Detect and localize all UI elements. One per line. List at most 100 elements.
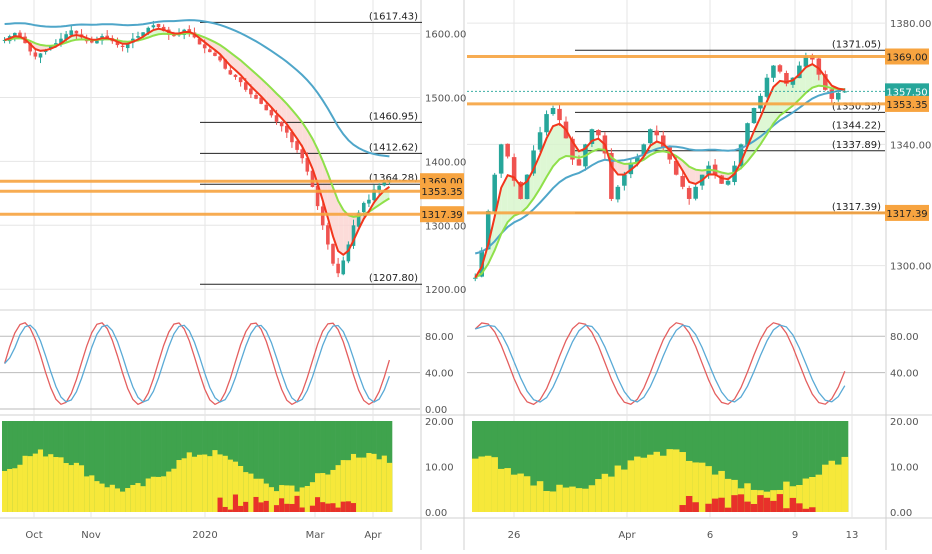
candle-body — [726, 181, 731, 185]
ma-line-blue — [475, 89, 845, 253]
hist-bar-yellow — [212, 450, 217, 512]
hist-bar-red — [738, 494, 745, 512]
fib-level-label: (1412.62) — [369, 142, 418, 153]
hist-bar-yellow — [666, 449, 673, 512]
candle-body — [836, 93, 841, 100]
hist-bar-red — [289, 504, 294, 512]
hist-bar-yellow — [361, 458, 366, 512]
hist-bar-yellow — [356, 458, 361, 512]
candle-body — [280, 122, 284, 126]
hist-bar-yellow — [556, 485, 563, 512]
hist-bar-yellow — [822, 465, 829, 512]
hist-bar-red — [679, 505, 686, 512]
candle-body — [693, 187, 698, 199]
hist-bar-yellow — [238, 466, 243, 512]
hist-bar-red — [686, 496, 693, 512]
hist-bar-yellow — [524, 476, 531, 512]
hist-bar-yellow — [100, 484, 105, 512]
hist-bar-yellow — [176, 460, 181, 512]
hist-bar-red — [274, 505, 279, 512]
hist-bar-yellow — [17, 465, 22, 512]
hist-bar-yellow — [146, 478, 151, 512]
hist-bar-red — [243, 502, 248, 512]
hist-bar-red — [351, 503, 356, 512]
candle-body — [34, 52, 38, 56]
candle-body — [680, 176, 685, 187]
hist-bar-yellow — [679, 452, 686, 512]
hist-bar-yellow — [156, 477, 161, 512]
candle-body — [383, 182, 387, 185]
hist-bar-yellow — [654, 452, 661, 512]
hist-bar-yellow — [94, 481, 99, 512]
candle-body — [270, 110, 274, 115]
stoch-y-tick: 40.00 — [890, 369, 919, 380]
candle-body — [830, 89, 835, 99]
hist-bar-yellow — [366, 453, 371, 512]
hist-bar-yellow — [33, 454, 38, 512]
y-tick-label: 1300.00 — [425, 221, 466, 232]
hist-bar-yellow — [842, 457, 849, 512]
hist-bar-yellow — [382, 456, 387, 512]
x-tick-label: 6 — [707, 530, 713, 541]
hist-bar-yellow — [23, 456, 28, 512]
hist-bar-yellow — [151, 477, 156, 512]
hist-y-tick: 0.00 — [890, 508, 912, 519]
hist-bar-yellow — [621, 470, 628, 512]
hist-bar-yellow — [115, 488, 120, 512]
hist-bar-yellow — [809, 477, 816, 512]
hist-bar-yellow — [135, 483, 140, 512]
candle-body — [577, 159, 582, 165]
hist-bar-red — [751, 504, 758, 512]
ma-band — [508, 175, 514, 222]
hist-bar-red — [783, 508, 790, 512]
hist-bar-yellow — [171, 469, 176, 512]
hist-bar-yellow — [248, 474, 253, 512]
hist-bar-yellow — [563, 488, 570, 512]
x-tick-label: 2020 — [192, 530, 217, 541]
y-tick-label: 1340.00 — [890, 140, 931, 151]
hist-bar-yellow — [498, 469, 505, 512]
hist-bar-yellow — [569, 487, 576, 512]
hist-bar-yellow — [89, 475, 94, 512]
price-tag-label: 1369.00 — [886, 52, 927, 63]
hist-bar-yellow — [504, 468, 511, 512]
x-tick-label: Nov — [81, 530, 101, 541]
hist-y-tick: 0.00 — [425, 508, 447, 519]
hist-bar-yellow — [182, 458, 187, 512]
hist-bar-red — [770, 501, 777, 512]
price-tag-label: 1353.35 — [421, 187, 462, 198]
fib-level-label: (1207.80) — [369, 273, 418, 284]
hist-bar-yellow — [660, 456, 667, 512]
x-tick-label: 26 — [508, 530, 521, 541]
stoch-k-line — [5, 323, 390, 405]
candle-body — [616, 187, 621, 200]
candle-body — [264, 105, 268, 110]
hist-bar-yellow — [269, 487, 274, 512]
hist-bar-yellow — [485, 456, 492, 512]
hist-y-tick: 20.00 — [425, 417, 454, 428]
candle-body — [341, 260, 345, 274]
candle-body — [75, 31, 79, 34]
stoch-y-tick: 80.00 — [425, 332, 454, 343]
hist-bar-yellow — [166, 472, 171, 512]
price-tag-label: 1353.35 — [886, 100, 927, 111]
hist-bar-yellow — [125, 488, 130, 512]
hist-bar-yellow — [537, 481, 544, 512]
hist-y-tick: 20.00 — [890, 417, 919, 428]
hist-bar-red — [809, 507, 816, 512]
candle-body — [367, 200, 371, 204]
hist-bar-red — [764, 498, 771, 512]
hist-bar-yellow — [207, 456, 212, 512]
hist-bar-yellow — [74, 463, 79, 512]
hist-bar-yellow — [2, 471, 7, 512]
hist-bar-yellow — [783, 482, 790, 512]
candle-body — [778, 65, 783, 71]
hist-bar-red — [731, 495, 738, 512]
hist-bar-yellow — [371, 454, 376, 512]
hist-bar-red — [264, 501, 269, 512]
candle-body — [234, 75, 238, 77]
hist-bar-yellow — [634, 457, 641, 512]
y-tick-label: 1400.00 — [425, 157, 466, 168]
hist-bar-yellow — [64, 463, 69, 512]
